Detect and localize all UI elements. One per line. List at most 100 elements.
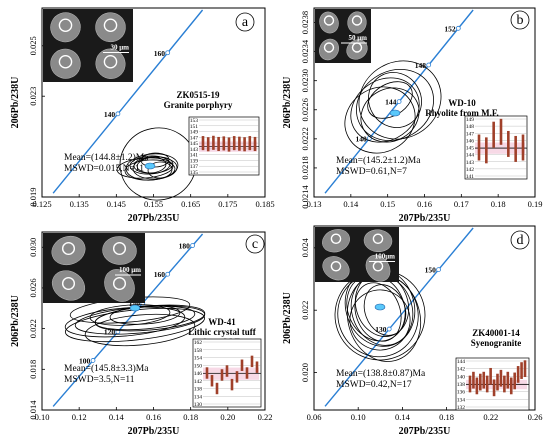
inset-age-bar	[225, 365, 229, 377]
inset-age-bar	[520, 362, 523, 379]
inset-age-bar	[240, 359, 244, 371]
panel-label-circle	[510, 10, 530, 30]
concordia-age-label: 148	[415, 61, 427, 70]
inset-tick-label: 144	[457, 359, 466, 365]
inset-age-bar	[238, 136, 241, 151]
inset-age-bar	[477, 134, 481, 161]
error-ellipse	[125, 153, 179, 181]
inset-tick-label: 140	[457, 374, 466, 380]
zircon-grain	[95, 48, 126, 79]
error-ellipse	[363, 284, 407, 336]
inset-age-bar	[514, 135, 517, 162]
inset-tick-label: 139	[190, 158, 199, 164]
analysis-spot	[372, 233, 384, 245]
inset-tick-label: 151	[190, 124, 199, 130]
concordia-age-marker	[426, 62, 432, 68]
concordia-curve	[52, 233, 204, 407]
concordia-age-label: 180	[179, 241, 191, 250]
error-ellipse	[349, 289, 411, 351]
x-tick-label: 0.20	[220, 412, 235, 422]
mean-age: Mean=(145.8±3.3)Ma	[64, 363, 149, 374]
concordia-age-label: 140	[129, 299, 141, 308]
concordia-age-marker	[165, 271, 171, 277]
inset-tick-label: 144	[466, 153, 475, 159]
y-axis-label: 206Pb/238U	[10, 295, 21, 347]
y-tick-label: 0.022	[28, 319, 38, 338]
zircon-grain	[322, 256, 350, 281]
mswd: MSWD=0.61,N=7	[336, 167, 407, 177]
inset-age-bar	[255, 361, 259, 373]
concordia-age-marker	[436, 267, 441, 273]
panel-a: 0.125 0.135 0.145 0.155 0.165 0.175 0.185 0.019…	[10, 7, 275, 224]
zircon-grain	[363, 229, 393, 253]
inset-age-bar	[245, 367, 249, 379]
zircon-grain	[50, 48, 81, 79]
x-tick-label: 0.19	[528, 199, 543, 209]
error-ellipse	[109, 305, 181, 325]
error-ellipse	[350, 77, 420, 143]
inset-age-bar	[475, 377, 479, 395]
lithology: Syenogranite	[471, 338, 522, 348]
sample-name: WD-10	[448, 98, 476, 108]
inset-tick-label: 134	[457, 397, 466, 403]
inset-tick-label: 136	[457, 390, 466, 396]
inset-tick-label: 141	[190, 153, 199, 159]
inset-tick-label: 134	[194, 394, 203, 400]
error-ellipse	[136, 156, 174, 174]
inset-tick-label: 154	[194, 356, 203, 362]
inset-age-bar	[523, 360, 527, 378]
error-ellipse	[147, 161, 173, 179]
x-tick-label: 0.125	[32, 199, 51, 209]
analysis-spot	[351, 15, 363, 26]
inset-tick-label: 147	[190, 135, 199, 141]
x-axis-label: 207Pb/235U	[128, 213, 180, 224]
inset-age-bar	[205, 367, 209, 379]
error-ellipse	[129, 155, 171, 175]
y-tick-label: 0.025	[28, 36, 38, 55]
x-tick-label: 0.135	[70, 199, 89, 209]
concordia-age-marker	[396, 99, 402, 105]
concordia-age-ellipse	[389, 109, 401, 117]
panel-label-circle	[235, 12, 255, 32]
concordia-age-ellipse	[144, 162, 156, 170]
y-tick-label: 0.0238	[300, 11, 310, 34]
inset-tick-label: 138	[457, 382, 466, 388]
concordia-age-label: 160	[154, 270, 166, 279]
concordia-age-marker	[165, 50, 171, 56]
x-tick-label: 0.22	[483, 412, 498, 422]
concordia-age-marker	[90, 358, 96, 363]
concordia-age-marker	[115, 111, 121, 117]
x-tick-label: 0.12	[72, 412, 87, 422]
analysis-spot	[103, 18, 118, 33]
inset-tick-label: 149	[466, 117, 475, 123]
mswd: MSWD=3.5,N=11	[64, 375, 135, 385]
concordia-age-label: 130	[375, 325, 387, 334]
inset-tick-label: 142	[194, 379, 203, 385]
scale-bar-label: 100μm	[375, 253, 395, 261]
concordia-age-label: 152	[444, 24, 456, 33]
zircon-grain	[51, 270, 86, 301]
inset-tick-label: 153	[190, 118, 199, 124]
inset-age-bar	[230, 378, 234, 391]
inset-age-bar	[232, 136, 236, 151]
lithology: Lithic crystal tuff	[188, 327, 256, 337]
inset-age-bar	[485, 375, 489, 393]
panel-d: 0.06 0.10 0.14 0.18 0.22 0.26 0.020 0.022 0.024 2…	[282, 225, 543, 437]
x-tick-label: 0.17	[454, 199, 469, 209]
x-tick-label: 0.26	[528, 412, 543, 422]
inset-age-bar	[507, 130, 510, 157]
panel-label: b	[517, 13, 524, 28]
scale-bar-label: 50 μm	[348, 34, 367, 42]
analysis-spot	[330, 233, 342, 245]
inset-age-bar	[516, 366, 520, 383]
x-tick-label: 0.18	[491, 199, 506, 209]
y-axis-label: 206Pb/238U	[10, 77, 21, 129]
y-tick-label: 0.022	[300, 301, 310, 320]
panel-label: a	[242, 15, 249, 30]
concordia-curve	[52, 9, 204, 194]
x-tick-label: 0.185	[255, 199, 274, 209]
inset-age-bar	[201, 136, 205, 151]
inset-age-bar	[250, 355, 254, 368]
mean-age: Mean=(138.8±0.87)Ma	[336, 368, 426, 379]
x-tick-label: 0.13	[307, 199, 322, 209]
